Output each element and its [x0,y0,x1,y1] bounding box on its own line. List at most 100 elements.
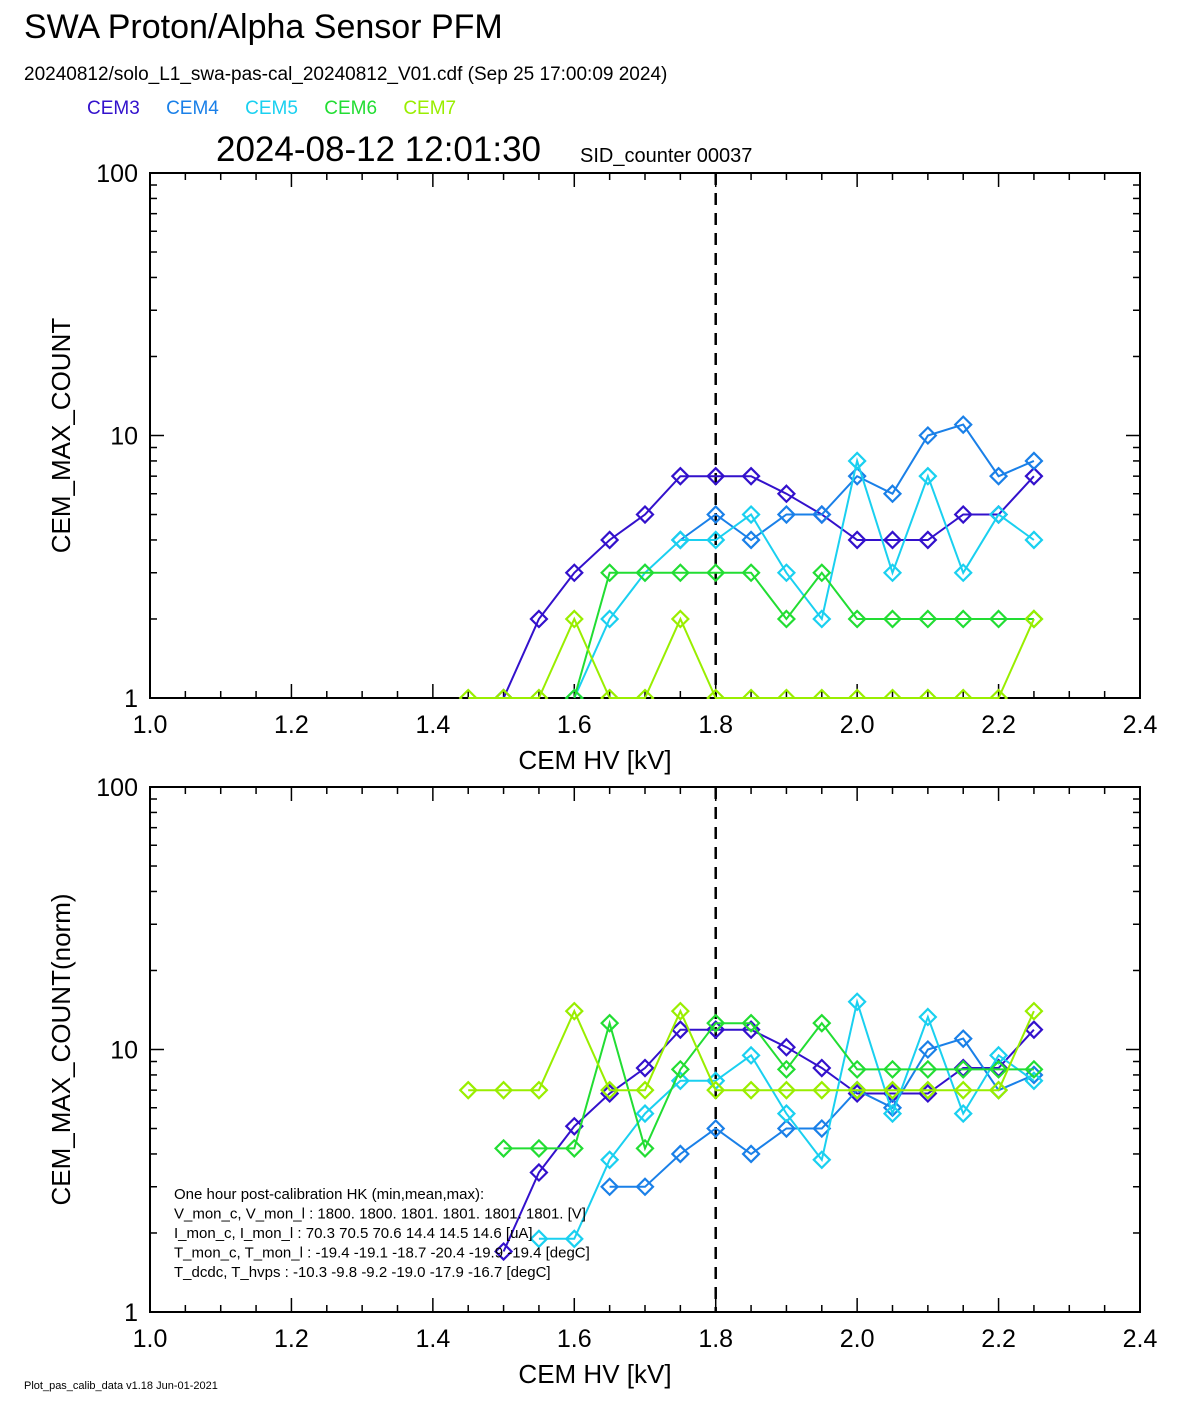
series-line [468,616,1035,699]
data-point [564,1229,584,1249]
series-cem5 [564,451,1044,699]
data-point [953,609,973,629]
series-group [458,992,1044,1262]
x-tick-label: 1.4 [415,711,450,739]
x-tick-label: 1.8 [698,711,733,739]
y-tick-label: 100 [96,774,138,802]
data-point [635,1138,655,1158]
legend-cem6: CEM6 [324,98,378,119]
data-point [635,563,655,583]
data-point [600,688,620,699]
series-group [458,415,1044,699]
data-point [776,1118,796,1139]
data-point [989,1045,1009,1065]
data-point [953,1059,973,1079]
data-point [1024,530,1044,550]
data-point [670,1020,690,1040]
series-cem7 [458,1001,1044,1100]
timestamp: 2024-08-12 12:01:30 [216,130,541,169]
data-point [918,530,938,550]
data-point [776,1037,796,1057]
data-point [882,1104,903,1124]
data-point [847,530,867,550]
data-point [600,1150,620,1170]
data-point [458,688,478,699]
data-point [706,1013,726,1033]
data-point [953,1080,973,1100]
data-point [776,504,796,525]
data-point [670,466,690,486]
y-tick-label: 10 [110,423,138,451]
series-line [503,1019,1034,1152]
data-point [812,1013,832,1033]
data-point [1024,466,1044,486]
data-point [918,688,938,699]
data-point [812,1118,832,1139]
x-tick-label: 2.4 [1123,1325,1158,1353]
y-axis-label: CEM_MAX_COUNT(norm) [46,893,76,1205]
series-cem6 [494,1013,1044,1158]
data-point [882,688,903,699]
data-point [953,415,973,435]
data-point [918,425,938,446]
x-tick-label: 2.0 [840,1325,875,1353]
data-point [882,563,903,583]
data-point [670,1059,690,1079]
data-point [812,1080,832,1100]
data-point [529,1138,549,1158]
data-point [776,1059,796,1079]
data-point [953,563,973,583]
data-point [1024,609,1044,629]
data-point [776,688,796,699]
data-point [564,1138,584,1158]
data-point [847,1080,867,1100]
series-line [502,1028,1035,1252]
data-point [635,504,655,525]
data-point [847,609,867,629]
data-point [564,1001,584,1021]
data-point [600,530,620,550]
y-axis-label: CEM_MAX_COUNT [46,318,76,554]
data-point [1024,451,1044,471]
data-point [706,1080,726,1100]
data-point [706,466,726,486]
data-point [812,1058,832,1078]
x-tick-label: 2.0 [840,711,875,739]
data-point [741,1045,761,1065]
data-point [953,1029,973,1049]
series-cem7 [458,609,1044,699]
x-tick-label: 2.4 [1123,711,1158,739]
y-tick-label: 1 [124,685,138,713]
x-tick-label: 1.6 [557,711,592,739]
data-point [564,563,584,583]
data-point [600,609,620,629]
x-axis-label: CEM HV [kV] [518,1359,671,1389]
data-point [1024,1001,1044,1021]
data-point [918,1007,938,1027]
data-point [882,530,903,550]
data-point [670,530,690,550]
data-point [741,1013,761,1033]
data-point [776,563,796,583]
x-tick-label: 1.0 [133,1325,168,1353]
data-point [918,1039,938,1060]
data-point [494,688,514,699]
data-point [953,504,973,525]
y-tick-label: 10 [110,1037,138,1065]
data-point [529,1162,549,1183]
footer-version: Plot_pas_calib_data v1.18 Jun-01-2021 [24,1380,218,1392]
data-point [1024,1071,1044,1091]
data-point [918,466,938,486]
data-point [989,609,1009,629]
data-point [989,504,1009,525]
hk-line: One hour post-calibration HK (min,mean,m… [174,1186,484,1203]
data-point [1024,1059,1044,1079]
data-point [776,1080,796,1100]
x-tick-label: 1.2 [274,1325,309,1353]
data-point [600,1013,620,1033]
legend-cem7: CEM7 [403,98,457,119]
data-point [564,609,584,629]
data-point [989,466,1009,486]
y-tick-label: 1 [124,1299,138,1327]
x-tick-label: 2.2 [981,1325,1016,1353]
